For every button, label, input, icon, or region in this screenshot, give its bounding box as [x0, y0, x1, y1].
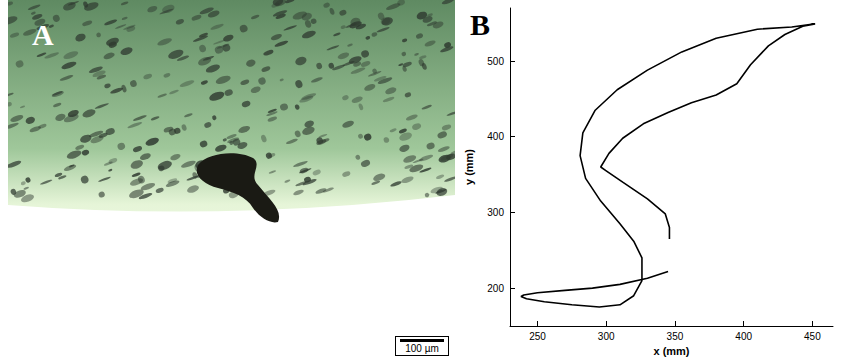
svg-text:250: 250: [529, 331, 546, 342]
svg-text:500: 500: [487, 56, 504, 67]
svg-text:y (mm): y (mm): [463, 149, 475, 185]
svg-text:200: 200: [487, 283, 504, 294]
html-text:B: B: [470, 8, 490, 41]
svg-text:450: 450: [804, 331, 821, 342]
svg-text:x (mm): x (mm): [653, 345, 689, 357]
html-text:100 µm: 100 µm: [405, 343, 439, 354]
html-text:A: A: [32, 18, 54, 51]
svg-text:400: 400: [735, 331, 752, 342]
svg-text:350: 350: [667, 331, 684, 342]
svg-text:400: 400: [487, 131, 504, 142]
svg-text:300: 300: [487, 207, 504, 218]
svg-text:300: 300: [598, 331, 615, 342]
